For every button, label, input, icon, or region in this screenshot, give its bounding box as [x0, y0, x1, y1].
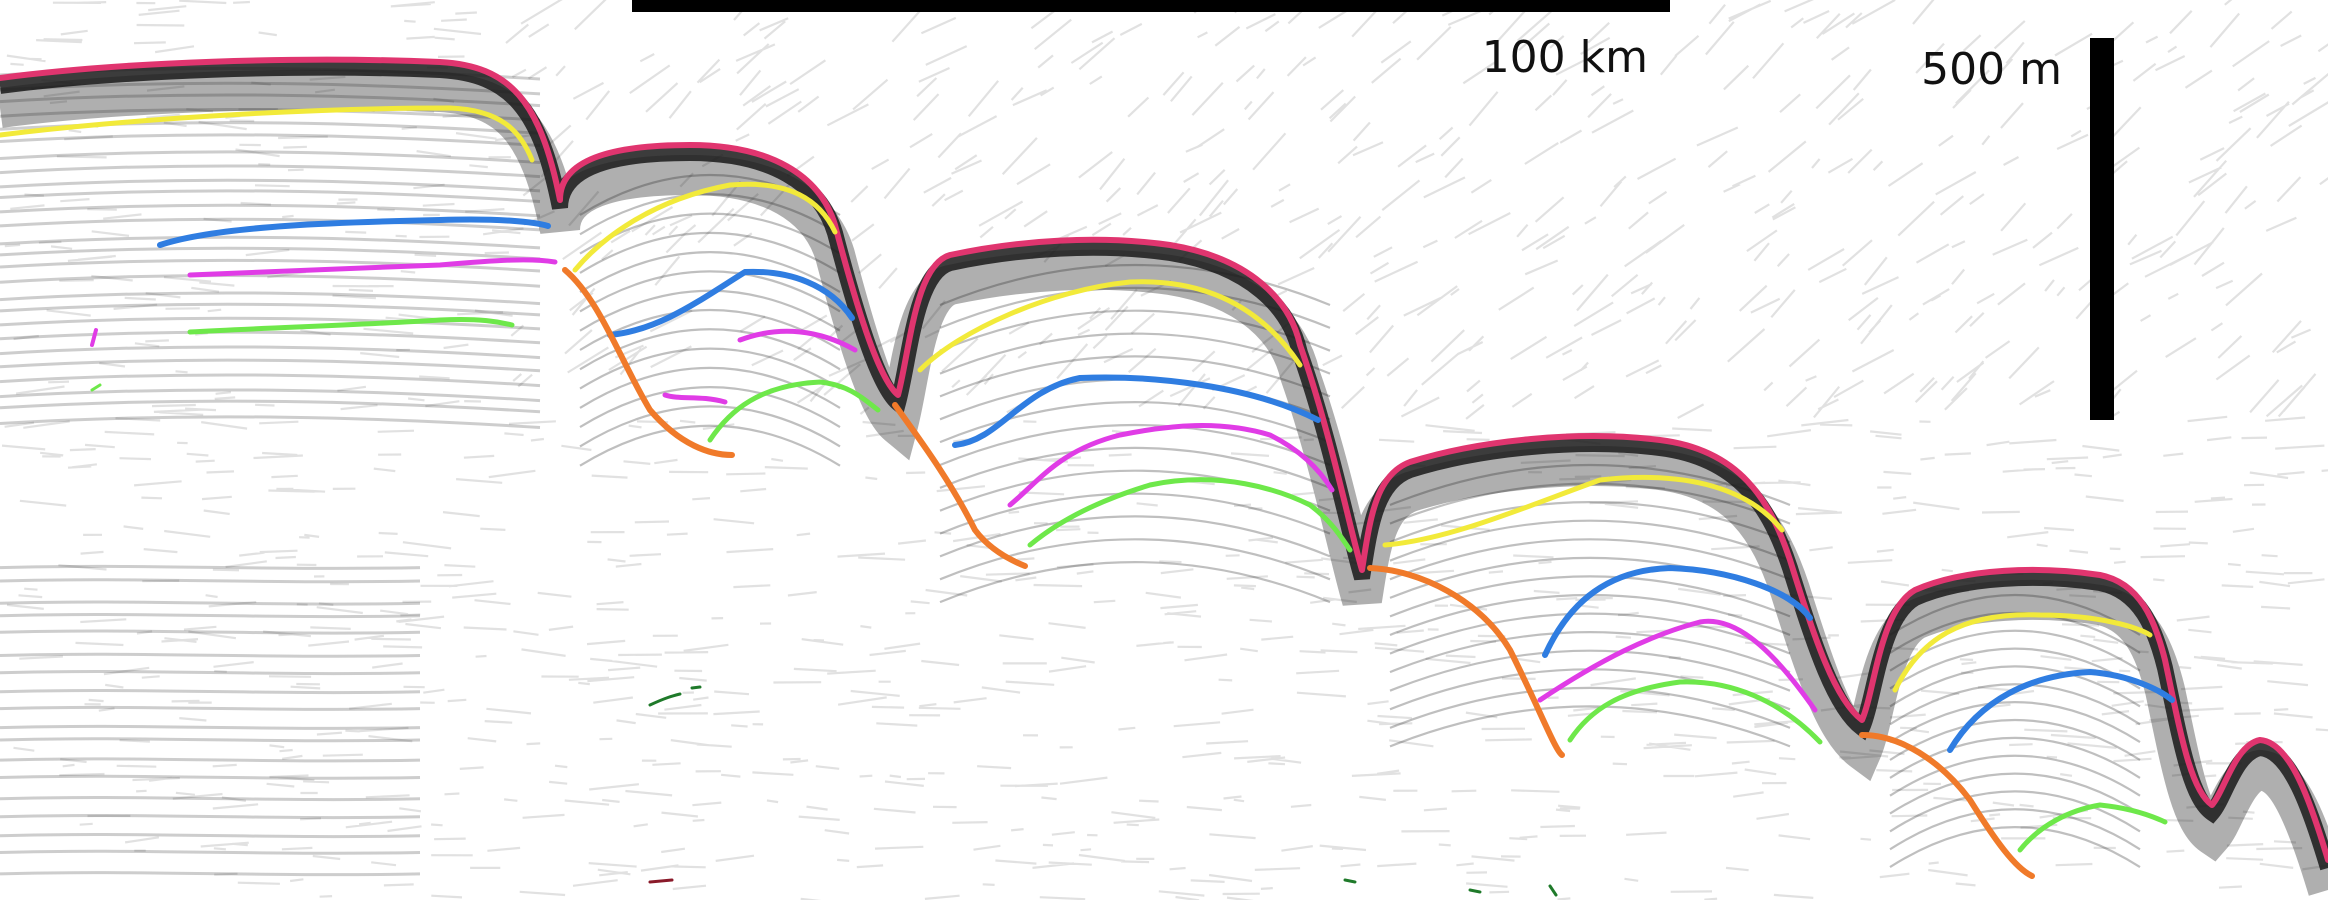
- blue-horizon: [607, 268, 855, 338]
- orange-horizon: [562, 267, 735, 458]
- seafloor-horizon: [0, 56, 2328, 863]
- yellow-horizon: [0, 105, 535, 163]
- seafloor-reflector-bands: [0, 59, 2328, 896]
- vertical-scale-bar-line: [2090, 38, 2114, 420]
- horizontal-scale-bar-line: [632, 0, 1670, 12]
- green-horizon: [1027, 477, 1353, 553]
- yellow-horizon: [572, 181, 838, 273]
- yellow-horizon: [1892, 612, 2153, 693]
- dark-red-fragment: [648, 878, 674, 884]
- blue-horizon: [952, 374, 1321, 448]
- green-horizon: [2017, 802, 2168, 853]
- magenta-horizon: [187, 257, 558, 278]
- green-horizon: [187, 316, 515, 335]
- green-horizon-fragment: [90, 383, 102, 392]
- dark-green-fragment: [648, 685, 702, 707]
- horizontal-scale-bar: 100 km: [632, 0, 1670, 83]
- magenta-horizon: [662, 328, 858, 405]
- magenta-horizon-fragment: [90, 328, 98, 347]
- orange-horizon: [892, 402, 1028, 569]
- orange-horizon: [1859, 732, 2035, 879]
- vertical-scale-label: 500 m: [1921, 44, 2062, 95]
- green-horizon: [1567, 679, 1823, 745]
- blue-horizon: [1542, 565, 1813, 658]
- interpreted-horizons: [0, 56, 2328, 897]
- dark-green-fragment: [1343, 878, 1558, 897]
- blue-horizon: [157, 216, 551, 248]
- blue-horizon: [1947, 669, 2175, 753]
- yellow-horizon: [1382, 475, 1785, 548]
- vertical-scale-bar: 500 m: [1921, 38, 2114, 420]
- orange-horizon: [1367, 565, 1565, 758]
- yellow-horizon: [917, 279, 1303, 373]
- magenta-horizon: [1007, 423, 1335, 508]
- horizontal-scale-label: 100 km: [1482, 32, 1648, 83]
- magenta-horizon: [1537, 618, 1818, 713]
- green-horizon: [707, 379, 881, 443]
